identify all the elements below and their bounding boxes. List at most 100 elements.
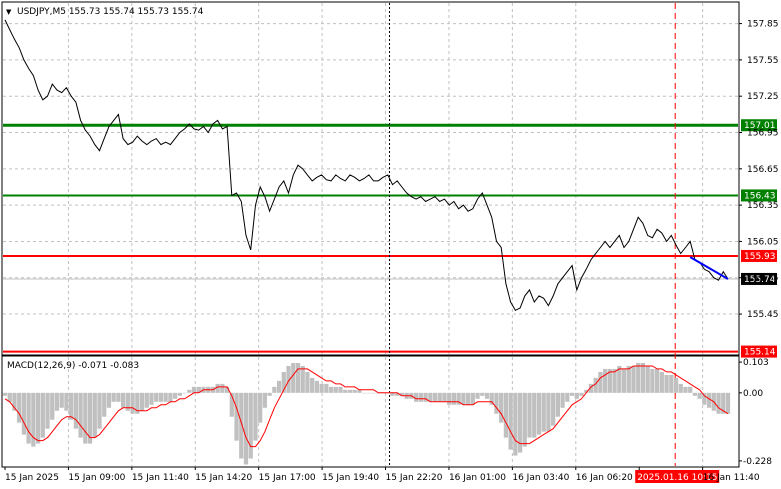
price-level-tag bbox=[741, 345, 777, 358]
x-tick-label[interactable]: 15 Jan 22:20 bbox=[386, 473, 443, 483]
price-level-label: 155.14 bbox=[744, 348, 776, 358]
macd-histogram-bar bbox=[69, 392, 74, 420]
macd-histogram-bar bbox=[475, 392, 480, 399]
macd-histogram-bar bbox=[125, 392, 130, 411]
price-series bbox=[4, 19, 729, 312]
y-tick-label[interactable]: 156.95 bbox=[747, 129, 779, 139]
macd-histogram-bar bbox=[423, 392, 428, 402]
macd-histogram-bar bbox=[224, 386, 230, 393]
macd-histogram-bar bbox=[154, 392, 159, 402]
x-tick-label[interactable]: 16 Jan 03:40 bbox=[512, 473, 569, 483]
macd-histogram-bar bbox=[522, 392, 527, 447]
macd-histogram-bar bbox=[59, 392, 64, 408]
macd-histogram-bar bbox=[78, 392, 83, 438]
macd-histogram-bar bbox=[305, 371, 310, 393]
y-tick-label[interactable]: 155.75 bbox=[747, 274, 779, 284]
macd-histogram-bar bbox=[328, 386, 334, 393]
macd-histogram-bar bbox=[551, 392, 556, 426]
macd-histogram-bar bbox=[276, 380, 282, 393]
macd-histogram-bar bbox=[654, 368, 660, 393]
macd-histogram-bar bbox=[286, 365, 291, 393]
macd-histogram-bar bbox=[234, 392, 239, 441]
y-tick-label[interactable]: 157.25 bbox=[747, 92, 779, 102]
x-tick-label-highlighted[interactable]: 2025.01.16 10:15 bbox=[637, 473, 717, 483]
y-tick-label[interactable]: 156.35 bbox=[747, 201, 779, 211]
macd-histogram-bar bbox=[281, 371, 286, 393]
x-tick-label[interactable]: 15 Jan 17:00 bbox=[259, 473, 316, 483]
macd-histogram-bar bbox=[683, 386, 688, 393]
macd-histogram-bar bbox=[574, 392, 579, 399]
macd-histogram-bar bbox=[40, 392, 45, 438]
macd-histogram-bar bbox=[291, 362, 296, 393]
macd-histogram-bar bbox=[21, 392, 27, 435]
macd-histogram-bar bbox=[352, 389, 357, 393]
macd-histogram-bar bbox=[579, 392, 584, 396]
macd-histogram-bar bbox=[413, 392, 419, 402]
macd-histogram-bar bbox=[357, 389, 362, 393]
macd-histogram-bar bbox=[144, 392, 149, 408]
macd-tick-label: 0.00 bbox=[743, 389, 763, 399]
macd-histogram-bar bbox=[97, 392, 102, 429]
x-tick-label[interactable]: 15 Jan 19:40 bbox=[322, 473, 379, 483]
macd-histogram-bar bbox=[229, 392, 234, 417]
horizontal-levels[interactable]: 157.01 156.43 155.93 155.14 155.74 bbox=[3, 119, 777, 358]
macd-histogram-bar bbox=[555, 392, 561, 417]
macd-histogram-bar bbox=[172, 392, 178, 399]
macd-histogram-bar bbox=[139, 392, 145, 411]
macd-histogram-bar bbox=[253, 392, 258, 441]
macd-histogram-bar bbox=[470, 392, 475, 405]
x-tick-label[interactable]: 15 Jan 2025 bbox=[5, 473, 59, 483]
y-tick-label[interactable]: 155.45 bbox=[747, 310, 779, 320]
macd-histogram-bar bbox=[300, 365, 305, 393]
macd-histogram-bar bbox=[116, 392, 121, 402]
macd-histogram-bar bbox=[569, 392, 575, 396]
macd-histogram-bar bbox=[484, 392, 490, 399]
macd-histogram-bar bbox=[17, 392, 22, 423]
macd-histogram-bar bbox=[565, 392, 570, 402]
macd-histogram-bar bbox=[527, 392, 532, 438]
macd-histogram-bar bbox=[267, 392, 272, 396]
macd-histogram-bar bbox=[546, 392, 551, 432]
macd-histogram-bar bbox=[399, 392, 405, 396]
price-pane-frame bbox=[1, 1, 740, 356]
y-tick-label[interactable]: 156.05 bbox=[747, 237, 779, 247]
macd-axis: 0.103 0.00 -0.228 bbox=[739, 358, 772, 467]
macd-histogram-bar bbox=[494, 392, 499, 414]
macd-histogram-bar bbox=[451, 392, 457, 405]
macd-histogram-bar bbox=[437, 392, 442, 402]
macd-histogram-bar bbox=[517, 392, 523, 453]
y-tick-label[interactable]: 156.65 bbox=[747, 165, 779, 175]
macd-header: MACD(12,26,9) -0.071 -0.083 bbox=[7, 361, 139, 371]
x-tick-label[interactable]: 15 Jan 11:40 bbox=[132, 473, 189, 483]
macd-histogram-bar bbox=[324, 383, 329, 393]
macd-histogram-bar bbox=[215, 383, 220, 393]
x-tick-label[interactable]: 15 Jan 09:00 bbox=[68, 473, 125, 483]
macd-histogram-bar bbox=[560, 392, 565, 408]
symbol-arrow[interactable]: ▼ bbox=[6, 8, 12, 16]
price-level-label: 156.43 bbox=[744, 191, 776, 201]
macd-histogram-bar bbox=[243, 392, 249, 465]
macd-histogram-bar bbox=[35, 392, 41, 444]
x-tick-label[interactable]: 16 Jan 06:20 bbox=[576, 473, 633, 483]
macd-histogram-bar bbox=[314, 380, 320, 393]
price-axis[interactable]: 157.85157.55157.25156.95156.65156.35156.… bbox=[739, 20, 779, 320]
x-tick-label[interactable]: 16 Jan 11:40 bbox=[703, 473, 760, 483]
macd-histogram-bar bbox=[87, 392, 93, 444]
price-level-tag bbox=[741, 119, 777, 132]
y-tick-label[interactable]: 157.55 bbox=[747, 56, 779, 66]
x-tick-label[interactable]: 15 Jan 14:20 bbox=[195, 473, 252, 483]
current-price-label: 155.74 bbox=[744, 275, 776, 285]
y-tick-label[interactable]: 157.85 bbox=[747, 20, 779, 30]
macd-histogram-bar bbox=[447, 392, 452, 405]
macd-histogram-bar bbox=[721, 392, 726, 414]
time-axis[interactable]: 15 Jan 2025 15 Jan 09:00 15 Jan 11:40 15 Ja… bbox=[4, 467, 760, 483]
macd-tick-label: -0.228 bbox=[743, 457, 772, 467]
macd-histogram-bar bbox=[64, 392, 69, 411]
macd-histogram-bar bbox=[158, 392, 164, 402]
macd-histogram-bar bbox=[489, 392, 494, 405]
macd-histogram-bar bbox=[593, 377, 598, 393]
macd-histogram-bar bbox=[541, 392, 546, 432]
x-tick-label[interactable]: 16 Jan 01:00 bbox=[449, 473, 506, 483]
macd-tick-label: 0.103 bbox=[743, 358, 769, 368]
